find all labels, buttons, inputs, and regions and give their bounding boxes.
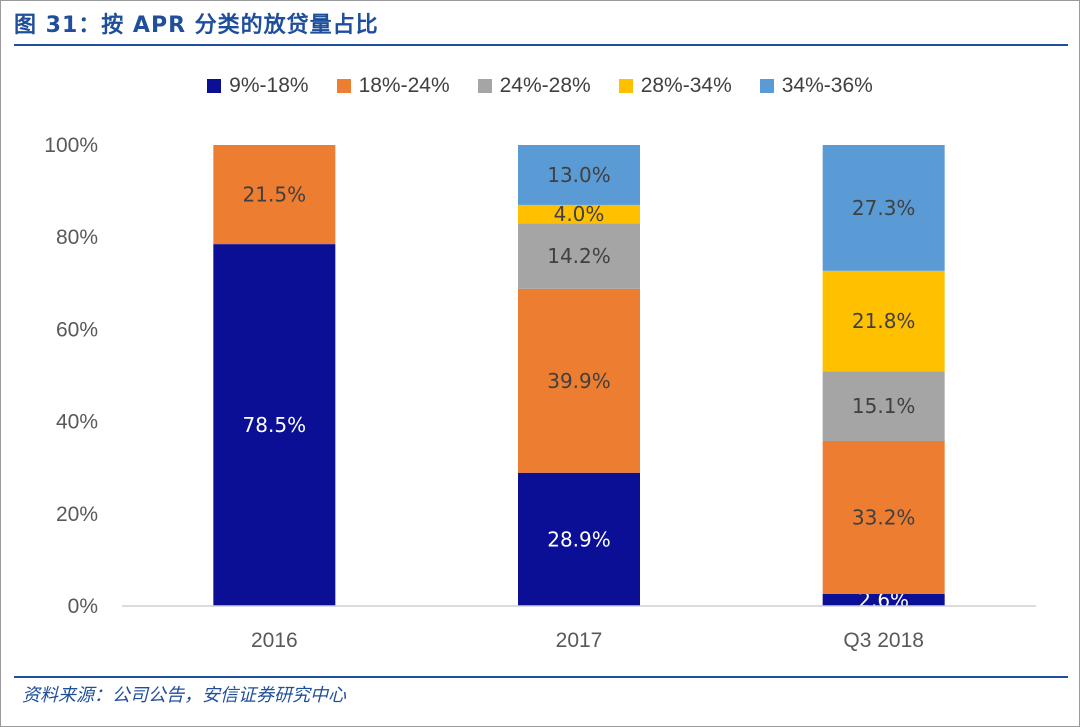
legend-item-1: 18%-24% bbox=[336, 74, 450, 98]
legend-swatch bbox=[336, 79, 351, 93]
y-tick-label: 100% bbox=[44, 134, 98, 157]
y-tick-label: 40% bbox=[56, 411, 98, 434]
data-label: 27.3% bbox=[852, 196, 916, 220]
bar-segment bbox=[518, 223, 640, 289]
data-label: 39.9% bbox=[547, 369, 611, 393]
legend-item-4: 34%-36% bbox=[759, 74, 873, 98]
legend-label: 28%-34% bbox=[640, 74, 732, 97]
legend-item-2: 24%-28% bbox=[477, 74, 591, 98]
legend-item-0: 9%-18% bbox=[207, 74, 309, 98]
y-tick-label: 0% bbox=[68, 595, 98, 618]
y-tick-label: 80% bbox=[56, 226, 98, 249]
bar-segment bbox=[822, 145, 945, 271]
bar-segment bbox=[822, 440, 945, 595]
y-tick-label: 20% bbox=[56, 503, 98, 526]
legend-swatch bbox=[759, 79, 774, 93]
figure-title: 图 31：按 APR 分类的放贷量占比 bbox=[14, 13, 379, 38]
category-label: Q3 2018 bbox=[843, 629, 924, 652]
legend-item-3: 28%-34% bbox=[618, 74, 732, 98]
bar-segment bbox=[518, 204, 640, 224]
bar-segment bbox=[213, 145, 336, 245]
bar-segment bbox=[518, 145, 640, 205]
data-label: 14.2% bbox=[547, 244, 611, 268]
legend-swatch bbox=[207, 79, 222, 93]
footer-divider bbox=[14, 676, 1068, 678]
title-divider bbox=[14, 44, 1068, 46]
source-note: 资料来源：公司公告，安信证券研究中心 bbox=[22, 685, 346, 706]
bar-segment bbox=[518, 472, 640, 606]
data-label: 21.8% bbox=[852, 309, 916, 333]
category-label: 2017 bbox=[556, 629, 603, 652]
legend: 9%-18% 18%-24% 24%-28% 28%-34% 34%-36% bbox=[0, 74, 1080, 98]
y-tick-label: 60% bbox=[56, 318, 98, 341]
legend-label: 34%-36% bbox=[781, 74, 873, 97]
legend-swatch bbox=[618, 79, 633, 93]
legend-label: 9%-18% bbox=[229, 74, 309, 97]
bar-segment bbox=[822, 270, 945, 372]
bar-segment bbox=[518, 288, 640, 473]
legend-swatch bbox=[477, 79, 492, 93]
legend-label: 18%-24% bbox=[358, 74, 450, 97]
data-label: 13.0% bbox=[547, 163, 611, 187]
data-label: 15.1% bbox=[852, 394, 916, 418]
data-label: 21.5% bbox=[243, 183, 307, 207]
category-label: 2016 bbox=[251, 629, 298, 652]
legend-label: 24%-28% bbox=[499, 74, 591, 97]
bar-segment bbox=[213, 244, 336, 607]
data-label: 78.5% bbox=[243, 413, 307, 437]
data-label: 28.9% bbox=[547, 527, 611, 551]
bar-segment bbox=[822, 371, 945, 441]
data-label: 4.0% bbox=[554, 202, 605, 226]
data-label: 33.2% bbox=[852, 505, 916, 529]
bar-segment bbox=[822, 594, 945, 606]
